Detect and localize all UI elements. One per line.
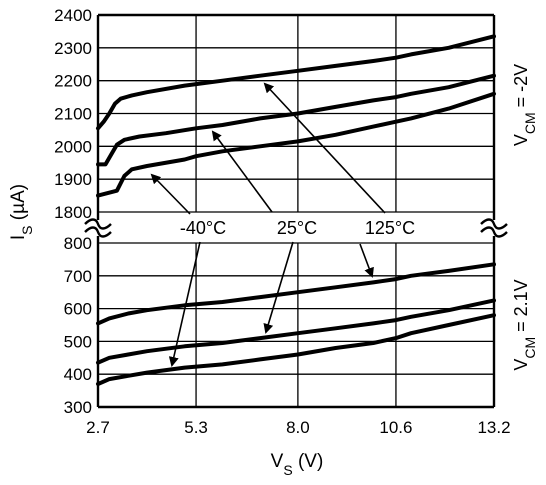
y-tick-label-lower: 800: [64, 234, 92, 253]
y-tick-label-lower: 700: [64, 267, 92, 286]
arrow-minus40-upper: [150, 173, 191, 215]
frame-layer: [96, 13, 496, 409]
vcm-lower-label: VCM = 2.1V: [511, 279, 538, 370]
y-axis-title: IS (µA): [8, 184, 35, 240]
y-tick-label-upper: 2100: [54, 105, 92, 124]
vcm-upper-label: VCM = -2V: [511, 64, 538, 146]
svg-text:125°C: 125°C: [365, 218, 415, 238]
series-layer: [96, 34, 496, 386]
svg-text:-40°C: -40°C: [180, 218, 226, 238]
axis-break-left: [84, 218, 112, 238]
y-tick-label-upper: 1800: [54, 203, 92, 222]
series-line-upper-40C: [96, 91, 496, 198]
y-tick-label-upper: 2000: [54, 137, 92, 156]
arrow-25c-upper: [211, 130, 273, 213]
series-line-lower-40C: [96, 313, 496, 386]
x-tick-label: 2.7: [86, 418, 110, 437]
axis-break-right: [480, 218, 508, 238]
annotation-layer: -40°C 25°C 125°C: [84, 82, 508, 367]
y-tick-label-upper: 2200: [54, 72, 92, 91]
y-tick-label-lower: 300: [64, 398, 92, 417]
arrow-125c-lower: [359, 243, 374, 278]
y-tick-label-upper: 1900: [54, 170, 92, 189]
x-tick-label: 13.2: [477, 418, 510, 437]
x-tick-label: 8.0: [286, 418, 310, 437]
arrow-minus40-lower: [168, 241, 201, 367]
tick-layer: 2.7 5.3 8.0 10.6 13.2 1800 1900 2000 2100 2200 230…: [54, 6, 510, 437]
label-minus40: -40°C: [173, 215, 233, 239]
y-tick-label-lower: 500: [64, 332, 92, 351]
label-25c: 25°C: [273, 215, 321, 239]
x-tick-label: 10.6: [379, 418, 412, 437]
y-tick-label-upper: 2400: [54, 6, 92, 25]
series-line-lower-25C: [96, 298, 496, 365]
y-tick-label-lower: 400: [64, 365, 92, 384]
series-line-lower-125C: [96, 262, 496, 326]
svg-text:25°C: 25°C: [277, 218, 317, 238]
series-line-upper-125C: [96, 34, 496, 131]
x-axis-title: VS (V): [271, 451, 324, 478]
arrow-25c-lower: [263, 241, 294, 334]
arrow-125c-upper: [263, 82, 386, 214]
y-tick-label-lower: 600: [64, 300, 92, 319]
y-tick-label-upper: 2300: [54, 39, 92, 58]
label-125c: 125°C: [360, 215, 420, 239]
x-tick-label: 5.3: [184, 418, 208, 437]
series-line-upper-25C: [96, 73, 496, 167]
